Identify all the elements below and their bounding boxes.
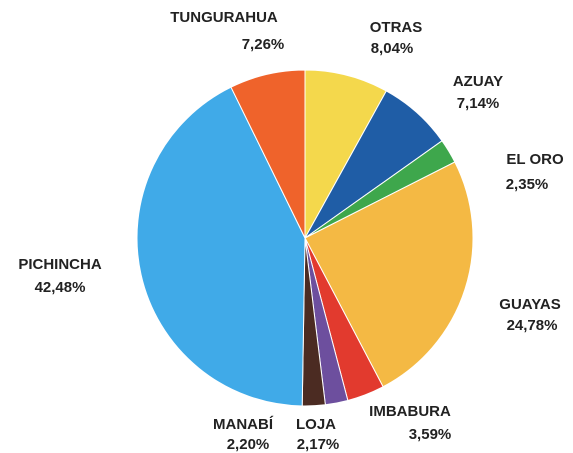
pie-slice [136,86,306,407]
value-label: 8,04% [371,40,414,57]
value-label: 2,35% [506,176,549,193]
slice-label: AZUAY [453,73,503,90]
value-label: 2,20% [227,436,270,453]
value-label: 24,78% [507,317,558,334]
slice-label: LOJA [296,416,336,433]
value-label: 7,14% [457,95,500,112]
slice-label: IMBABURA [369,403,451,420]
pie-slice [304,161,474,388]
slice-label: GUAYAS [499,296,560,313]
pie-slice [230,69,306,239]
value-label: 3,59% [409,426,452,443]
slice-label: TUNGURAHUA [170,9,278,26]
slice-label: EL ORO [506,151,564,168]
slice-label: OTRAS [370,19,423,36]
value-label: 42,48% [35,279,86,296]
value-label: 7,26% [242,36,285,53]
slice-label: MANABÍ [213,416,274,433]
slice-label: PICHINCHA [18,256,102,273]
value-label: 2,17% [297,436,340,453]
